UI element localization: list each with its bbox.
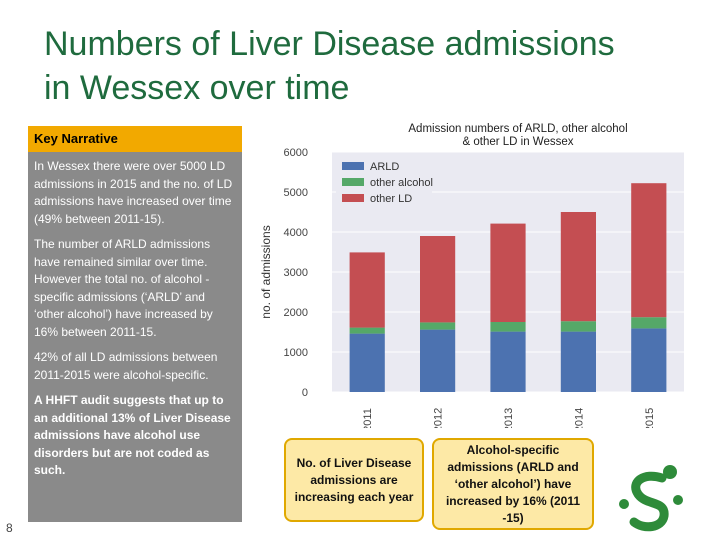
y-axis-label: no. of admissions: [259, 225, 273, 318]
legend-label: other alcohol: [370, 177, 433, 189]
bar-other-ld-2013: [490, 223, 526, 322]
y-tick-label: 4000: [284, 227, 308, 239]
narrative-paragraph-3: 42% of all LD admissions between 2011-20…: [34, 350, 218, 382]
bar-arld-2015: [631, 328, 667, 392]
x-tick-label: 2013: [503, 408, 515, 428]
y-tick-label: 3000: [284, 267, 308, 279]
key-narrative-heading: Key Narrative: [28, 126, 242, 152]
legend-swatch-other-alcohol: [342, 178, 364, 186]
chart-title-line-1: Admission numbers of ARLD, other alcohol: [408, 123, 627, 135]
s-figure-logo-icon: [619, 465, 683, 532]
bar-other-ld-2011: [349, 252, 385, 328]
legend-swatch-arld: [342, 162, 364, 170]
slide-title: Numbers of Liver Disease admissions in W…: [44, 22, 684, 110]
callout-left-text: No. of Liver Disease admissions are incr…: [294, 455, 414, 504]
chart-title-line-2: & other LD in Wessex: [462, 136, 573, 148]
bar-other-ld-2012: [420, 236, 456, 323]
slide-title-line-1: Numbers of Liver Disease admissions: [44, 25, 615, 63]
y-tick-label: 1000: [284, 347, 308, 359]
y-tick-label: 6000: [284, 147, 308, 159]
callout-increasing-each-year: No. of Liver Disease admissions are incr…: [284, 438, 424, 522]
narrative-paragraph-4: A HHFT audit suggests that up to an addi…: [34, 393, 231, 477]
bar-other-alcohol-2011: [349, 327, 385, 334]
callout-alcohol-specific-increase: Alcohol-specific admissions (ARLD and ‘o…: [432, 438, 594, 530]
key-narrative-panel: In Wessex there were over 5000 LD admiss…: [28, 152, 242, 522]
y-tick-label: 0: [302, 387, 308, 399]
narrative-paragraph-1: In Wessex there were over 5000 LD admiss…: [34, 159, 233, 226]
legend-swatch-other-ld: [342, 194, 364, 202]
bar-other-alcohol-2013: [490, 322, 526, 332]
bar-other-alcohol-2012: [420, 322, 456, 330]
y-tick-label: 2000: [284, 307, 308, 319]
bar-other-alcohol-2015: [631, 317, 667, 329]
x-tick-label: 2011: [362, 408, 374, 428]
y-tick-label: 5000: [284, 187, 308, 199]
bar-arld-2013: [490, 331, 526, 392]
legend-label: other LD: [370, 193, 412, 205]
page-number: 8: [6, 521, 13, 535]
admissions-stacked-bar-chart: Admission numbers of ARLD, other alcohol…: [259, 123, 684, 428]
bar-other-ld-2014: [560, 212, 596, 322]
bar-other-ld-2015: [631, 183, 667, 318]
slide-title-line-2: in Wessex over time: [44, 69, 350, 107]
bar-other-alcohol-2014: [560, 321, 596, 332]
callout-right-text: Alcohol-specific admissions (ARLD and ‘o…: [445, 442, 581, 525]
narrative-paragraph-2: The number of ARLD admissions have remai…: [34, 237, 213, 339]
bar-arld-2011: [349, 333, 385, 392]
x-tick-label: 2012: [433, 408, 445, 428]
bar-arld-2014: [560, 331, 596, 392]
bar-arld-2012: [420, 329, 456, 392]
legend-label: ARLD: [370, 161, 399, 173]
x-tick-label: 2014: [573, 408, 585, 428]
x-tick-label: 2015: [644, 408, 656, 428]
